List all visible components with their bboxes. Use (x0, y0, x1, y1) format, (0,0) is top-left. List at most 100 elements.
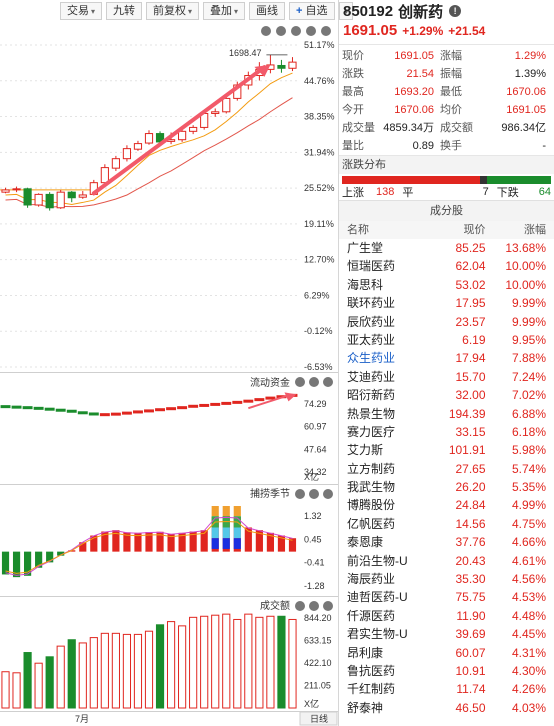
component-pct: 4.61% (511, 553, 547, 568)
component-row[interactable]: 广生堂 85.25 13.68% (339, 239, 554, 257)
candlestick-chart[interactable]: 51.17% 44.76% 38.35% 31.94% 25.52% 19.11% 12.7… (0, 22, 338, 372)
component-row[interactable]: 亚太药业 6.19 9.95% (339, 331, 554, 349)
quote-title: 850192 创新药 ! (339, 0, 554, 22)
component-row[interactable]: 前沿生物-U 20.43 4.61% (339, 552, 554, 570)
component-row[interactable]: 立方制药 27.65 5.74% (339, 460, 554, 478)
catch-bar (79, 542, 87, 552)
component-name: 广生堂 (347, 241, 384, 255)
help-icon[interactable] (309, 601, 319, 611)
component-row[interactable]: 君实生物-U 39.69 4.45% (339, 625, 554, 643)
catch-bar (123, 532, 131, 552)
component-row[interactable]: 海辰药业 35.30 4.56% (339, 570, 554, 588)
chart-area[interactable]: 交易 ▾ 九转 前复权 ▾ 叠加 ▾ 画线 + 自选 ▾ 51.17% 44.76% 38… (0, 0, 353, 726)
watchlist-button[interactable]: + 自选 (289, 2, 335, 20)
overlay-button[interactable]: 叠加 ▾ (203, 2, 246, 20)
component-name: 联环药业 (347, 296, 396, 311)
info-icon[interactable]: ! (449, 5, 462, 17)
turnover-bar (144, 630, 154, 709)
header-price[interactable]: 现价 (463, 224, 486, 236)
settings-icon[interactable] (295, 489, 305, 499)
component-name: 恒瑞医药 (347, 259, 396, 274)
catch-stack-blue (211, 538, 219, 549)
component-name: 博腾股份 (347, 498, 396, 513)
header-name[interactable]: 名称 (347, 224, 369, 236)
turnover-bar (12, 672, 21, 709)
help-icon[interactable] (309, 489, 319, 499)
component-row[interactable]: 仟源医药 11.90 4.48% (339, 607, 554, 625)
period-label: 日线 (310, 713, 328, 724)
settings-icon[interactable] (295, 377, 305, 387)
component-pct: 9.99% (511, 314, 547, 329)
toolbar-dropdown-button[interactable]: ▾ (338, 2, 353, 20)
component-name: 艾迪药业 (347, 369, 396, 384)
catch-season-chart[interactable]: 捕捞季节 1.32 0.45 -0.41 -1.28 (0, 484, 338, 596)
flow-segment (177, 406, 188, 410)
component-pct: 5.98% (511, 443, 547, 458)
component-row[interactable]: 热景生物 194.39 6.88% (339, 405, 554, 423)
close-icon[interactable] (323, 377, 333, 387)
component-row[interactable]: 千红制药 11.74 4.26% (339, 680, 554, 698)
flow-segment (243, 399, 254, 403)
component-row[interactable]: 众生药业 17.94 7.88% (339, 349, 554, 367)
catch-stack-cyan (233, 527, 241, 539)
flow-segment (110, 412, 121, 416)
component-row[interactable]: 恒瑞医药 62.04 10.00% (339, 257, 554, 275)
close-icon[interactable] (323, 489, 333, 499)
close-icon[interactable] (323, 601, 333, 611)
component-row[interactable]: 海思科 53.02 10.00% (339, 276, 554, 294)
settings-icon[interactable] (295, 601, 305, 611)
adjust-button[interactable]: 前复权 ▾ (146, 2, 200, 20)
fund-flow-chart[interactable]: 流动资金 74.29 60.97 47.64 34.32 X亿 (0, 372, 338, 484)
component-price: 53.02 (455, 277, 486, 292)
component-pct: 9.99% (511, 296, 547, 311)
component-row[interactable]: 赛力医疗 33.15 6.18% (339, 423, 554, 441)
component-row[interactable]: 博腾股份 24.84 4.99% (339, 496, 554, 514)
component-name: 艾力斯 (347, 443, 384, 458)
component-row[interactable]: 艾力斯 101.91 5.98% (339, 441, 554, 459)
settings-icon[interactable] (291, 26, 301, 36)
zoom-out-icon[interactable] (276, 26, 286, 36)
component-price: 37.76 (455, 535, 486, 550)
quote-label: 振幅 (440, 68, 462, 80)
distribution-title: 涨跌分布 (339, 156, 554, 174)
close-icon[interactable] (321, 26, 331, 36)
component-row[interactable]: 联环药业 17.95 9.99% (339, 294, 554, 312)
catch-bar (167, 533, 175, 552)
component-pct: 9.95% (511, 332, 547, 347)
pct-tick: -6.53% (304, 362, 333, 372)
component-row[interactable]: 昂利康 60.07 4.31% (339, 644, 554, 662)
help-icon[interactable] (309, 377, 319, 387)
component-row[interactable]: 昭衍新药 32.00 7.02% (339, 386, 554, 404)
turnover-bar (200, 615, 209, 709)
catch-stack-blue (222, 538, 230, 549)
component-price: 60.07 (455, 645, 486, 660)
component-row[interactable]: 迪哲医药-U 75.75 4.53% (339, 588, 554, 606)
flow-segment (88, 412, 99, 416)
component-row[interactable]: 辰欣药业 23.57 9.99% (339, 313, 554, 331)
component-row[interactable]: 舒泰神 46.50 4.03% (339, 699, 554, 717)
header-pct[interactable]: 涨幅 (524, 224, 547, 236)
component-name: 昂利康 (347, 645, 384, 660)
component-row[interactable]: 我武生物 26.20 5.35% (339, 478, 554, 496)
zoom-in-icon[interactable] (261, 26, 271, 36)
component-row[interactable]: 泰恩康 37.76 4.66% (339, 533, 554, 551)
turnover-unit: X亿 (304, 698, 319, 709)
trade-button[interactable]: 交易 ▾ (60, 2, 103, 20)
candle (211, 111, 220, 114)
component-row[interactable]: 艾迪药业 15.70 7.24% (339, 368, 554, 386)
flat-count: 7 (482, 186, 489, 198)
component-row[interactable]: 亿帆医药 14.56 4.75% (339, 515, 554, 533)
arrow-head (254, 64, 271, 77)
change-value: +21.54 (448, 24, 486, 38)
component-price: 75.75 (455, 590, 486, 605)
turnover-bar (155, 624, 165, 709)
help-icon[interactable] (306, 26, 316, 36)
jiuzhuan-button[interactable]: 九转 (106, 2, 143, 20)
flat-label: 平 (402, 187, 414, 199)
component-row[interactable]: 鲁抗医药 10.91 4.30% (339, 662, 554, 680)
catch-season-bars (1, 506, 297, 578)
turnover-bar (78, 642, 87, 709)
turnover-chart[interactable]: 成交额 844.20 633.15 422.10 211.05 X亿 7月 日线 (0, 596, 338, 726)
draw-button[interactable]: 画线 (249, 2, 286, 20)
period-button[interactable] (299, 711, 338, 726)
